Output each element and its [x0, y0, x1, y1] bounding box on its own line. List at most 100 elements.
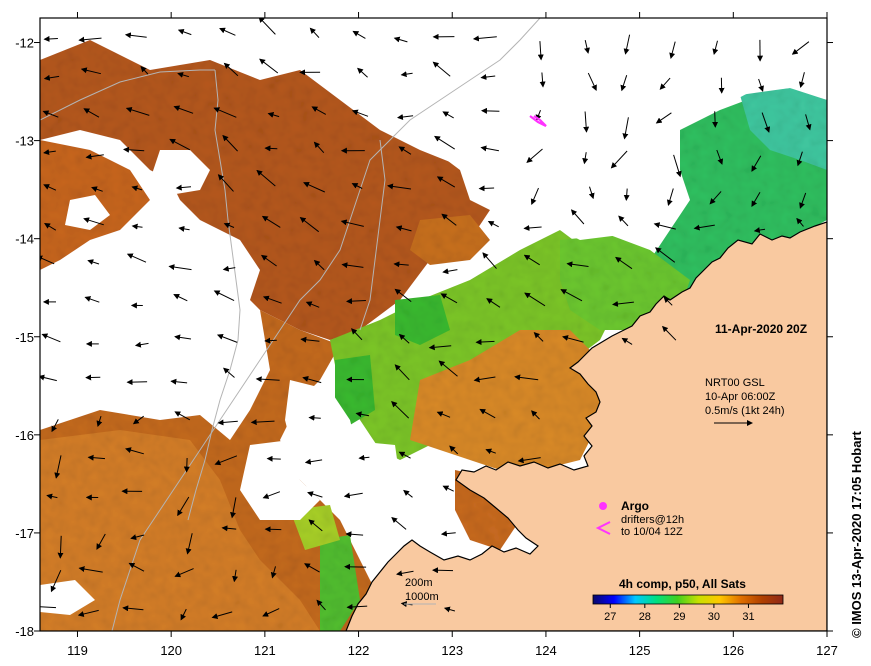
current-arrow	[387, 183, 412, 190]
current-arrow	[394, 364, 410, 381]
argo-label: Argo	[621, 499, 649, 513]
current-arrow	[122, 605, 144, 612]
current-arrow	[174, 411, 191, 421]
current-arrow	[217, 174, 234, 192]
x-tick-label: 123	[441, 643, 463, 658]
current-arrow	[174, 334, 192, 341]
current-arrow	[761, 112, 771, 133]
current-arrow	[311, 106, 327, 115]
current-arrow	[270, 566, 277, 579]
current-arrow	[128, 562, 145, 572]
contour-1000m	[187, 69, 241, 521]
current-arrow	[615, 256, 633, 270]
current-arrow	[174, 568, 194, 578]
currents-scale-label: 0.5m/s (1kt 24h)	[705, 405, 784, 417]
current-arrow	[472, 35, 497, 42]
drifters-label: drifters@12h	[621, 514, 684, 526]
sst-patch-southwest	[40, 430, 320, 631]
current-arrow	[264, 526, 282, 533]
sst-patch-north-orange	[410, 215, 490, 265]
current-arrow	[175, 184, 192, 191]
sst-patch-coastal	[410, 330, 620, 470]
contour-east	[359, 139, 386, 331]
current-arrow	[264, 145, 278, 152]
current-arrow	[43, 149, 56, 156]
current-arrow	[396, 570, 414, 577]
current-arrow	[351, 183, 363, 189]
current-arrow	[583, 111, 590, 133]
current-arrow	[132, 415, 144, 425]
current-arrow	[673, 154, 682, 178]
colorbar-gradient	[592, 594, 784, 605]
current-arrow	[223, 62, 239, 77]
current-arrow	[125, 447, 144, 455]
colorbar-tick-label: 28	[639, 611, 651, 623]
current-arrow	[620, 75, 628, 92]
current-arrow	[170, 378, 188, 385]
current-arrow	[539, 72, 546, 88]
x-tick-label: 126	[722, 643, 744, 658]
current-arrow	[223, 367, 235, 378]
colorbar-tick-label: 29	[673, 611, 685, 623]
sst-patch-northwest	[40, 40, 490, 340]
current-arrow	[211, 611, 233, 620]
current-arrow	[588, 186, 595, 200]
current-arrow	[442, 485, 454, 492]
current-arrow	[805, 114, 812, 131]
current-vectors	[40, 18, 812, 621]
current-arrow	[304, 458, 323, 465]
current-arrow	[432, 567, 454, 574]
current-arrow	[84, 296, 100, 303]
current-arrow	[393, 261, 409, 268]
current-arrow	[473, 376, 496, 383]
date-label: 11-Apr-2020 20Z	[715, 322, 807, 336]
current-arrow	[83, 108, 100, 118]
current-arrow	[517, 457, 541, 464]
current-arrow	[485, 448, 496, 455]
contour-1000m-b	[40, 69, 215, 121]
currents-time-label: 10-Apr 06:00Z	[705, 391, 776, 403]
current-arrow	[355, 411, 370, 418]
x-tick-label: 121	[254, 643, 276, 658]
current-arrow	[587, 72, 597, 92]
current-arrow	[666, 188, 674, 206]
current-arrow	[185, 533, 193, 555]
colorbar-tick-label: 30	[708, 611, 720, 623]
y-tick-label: -15	[15, 330, 34, 345]
current-arrow	[358, 454, 370, 461]
current-arrow	[96, 415, 103, 427]
current-arrow	[438, 360, 458, 377]
current-arrow	[566, 261, 589, 268]
current-arrow	[125, 106, 150, 116]
y-tick-label: -13	[15, 134, 34, 149]
current-arrow	[316, 599, 326, 611]
current-arrow	[216, 333, 238, 343]
current-arrow	[173, 105, 194, 114]
current-arrow	[168, 264, 192, 271]
current-arrow	[217, 419, 238, 426]
current-arrow	[266, 455, 281, 462]
current-arrow	[258, 18, 276, 35]
currents-model-label: NRT00 GSL	[705, 377, 765, 389]
current-arrow	[486, 298, 501, 308]
current-arrow	[77, 609, 99, 617]
current-arrow	[397, 114, 414, 120]
current-arrow	[131, 185, 143, 192]
current-arrow	[436, 411, 451, 418]
drifter-track	[529, 115, 547, 127]
current-arrow	[560, 289, 583, 302]
current-arrow	[481, 107, 500, 114]
current-arrow	[307, 491, 323, 498]
current-arrow	[169, 138, 191, 151]
current-arrow	[177, 496, 190, 517]
current-arrow	[537, 41, 544, 61]
current-arrow	[487, 221, 499, 228]
current-arrow	[260, 254, 277, 267]
current-arrow	[305, 301, 320, 308]
x-tick-label: 122	[348, 643, 370, 658]
colorbar-tick-label: 27	[604, 611, 616, 623]
current-arrow	[54, 455, 62, 479]
current-arrow	[42, 110, 59, 118]
current-arrow	[213, 107, 237, 118]
current-arrow	[261, 215, 281, 228]
